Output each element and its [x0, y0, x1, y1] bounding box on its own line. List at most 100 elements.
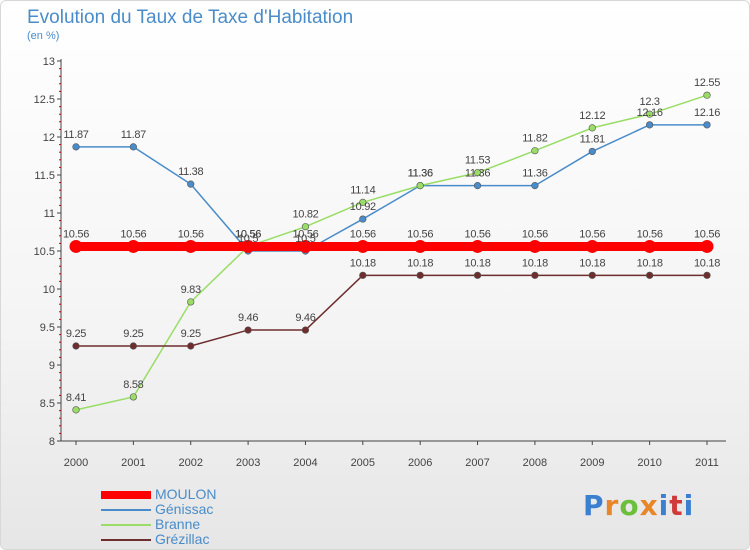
data-point-0 [413, 239, 427, 253]
data-label: 11.36 [465, 168, 490, 180]
data-label: 8.41 [66, 392, 86, 404]
data-point-3 [187, 342, 195, 350]
data-label: 10.18 [579, 257, 605, 269]
data-label: 11.38 [178, 166, 203, 178]
data-point-0 [69, 239, 83, 253]
legend-item: Branne [101, 517, 216, 532]
y-tick-label: 9.5 [40, 322, 55, 334]
x-tick-label: 2008 [523, 457, 547, 469]
data-point-3 [359, 271, 367, 279]
data-point-2 [588, 124, 596, 132]
legend-swatch [101, 523, 151, 526]
x-tick-label: 2011 [695, 457, 719, 469]
data-point-1 [72, 143, 80, 151]
data-label: 10.56 [407, 228, 433, 240]
data-label: 11.36 [408, 168, 433, 180]
data-label: 10.18 [694, 257, 720, 269]
y-tick-label: 13 [43, 56, 55, 68]
y-tick-label: 10 [43, 284, 55, 296]
data-point-2 [531, 147, 539, 155]
logo-letter: i [683, 489, 695, 522]
logo-letter: x [639, 489, 659, 522]
legend-label: Génissac [155, 501, 214, 517]
data-point-0 [471, 239, 485, 253]
data-point-1 [473, 182, 482, 190]
data-point-0 [585, 239, 599, 253]
data-point-0 [356, 239, 370, 253]
data-label: 11.53 [465, 155, 490, 167]
data-label: 10.56 [292, 228, 318, 240]
data-point-3 [129, 342, 137, 350]
data-point-3 [416, 271, 424, 279]
proxiti-logo: Proxiti [583, 489, 694, 522]
data-label: 10.5 [295, 233, 315, 245]
data-point-0 [126, 239, 140, 253]
data-point-1 [531, 182, 539, 190]
data-point-2 [72, 406, 80, 414]
data-label: 10.56 [637, 228, 663, 240]
data-point-3 [473, 271, 482, 279]
logo-letter: i [658, 489, 670, 522]
data-label: 12.16 [694, 107, 720, 119]
logo-letter: o [619, 489, 640, 522]
data-point-0 [184, 239, 198, 253]
y-tick-label: 8.5 [40, 398, 55, 410]
y-tick-label: 8 [49, 436, 55, 448]
data-point-2 [359, 198, 367, 206]
data-label: 11.14 [350, 184, 375, 196]
legend-label: Branne [155, 516, 201, 532]
data-label: 10.92 [350, 201, 376, 213]
data-label: 11.87 [63, 129, 88, 141]
x-tick-label: 2004 [293, 457, 317, 469]
data-point-1 [359, 215, 367, 223]
data-point-0 [643, 239, 657, 253]
data-point-2 [473, 169, 482, 177]
data-label: 10.56 [465, 228, 491, 240]
data-label: 10.5 [238, 233, 258, 245]
data-point-2 [416, 182, 424, 190]
data-label: 10.56 [63, 228, 89, 240]
data-label: 10.56 [235, 228, 261, 240]
y-tick-label: 10.5 [34, 246, 55, 258]
data-point-0 [528, 239, 542, 253]
x-tick-label: 2007 [465, 457, 489, 469]
data-label: 9.25 [123, 328, 143, 340]
data-point-3 [72, 342, 80, 350]
data-label: 11.82 [522, 133, 547, 145]
data-label: 10.18 [350, 257, 376, 269]
data-label: 10.56 [235, 228, 261, 240]
logo-letter: t [669, 489, 684, 522]
chart-title: Evolution du Taux de Taxe d'Habitation [27, 7, 354, 28]
series-line-3 [76, 274, 707, 347]
data-point-1 [588, 147, 596, 156]
data-label: 10.18 [407, 257, 433, 269]
logo-letter: P [583, 489, 605, 522]
data-point-1 [703, 121, 711, 129]
data-label: 12.55 [694, 77, 720, 89]
legend-label: MOULON [155, 486, 217, 502]
data-point-2 [646, 110, 654, 118]
data-point-1 [187, 180, 195, 188]
legend-swatch [101, 490, 151, 499]
data-label: 12.3 [640, 96, 660, 108]
data-point-0 [298, 239, 312, 253]
data-label: 10.18 [637, 257, 663, 269]
y-tick-label: 12 [43, 132, 55, 144]
x-tick-label: 2006 [408, 457, 432, 469]
data-label: 10.18 [465, 257, 491, 269]
x-tick-label: 2005 [351, 457, 375, 469]
data-label: 10.56 [178, 228, 204, 240]
legend-item: MOULON [101, 487, 216, 502]
y-tick-label: 12.5 [34, 94, 55, 106]
data-point-3 [646, 271, 654, 279]
legend-swatch [101, 538, 151, 541]
data-label: 12.12 [579, 110, 605, 122]
y-tick-label: 9 [49, 360, 55, 372]
legend-item: Génissac [101, 502, 216, 517]
y-tick-label: 11.5 [34, 170, 55, 182]
x-tick-label: 2010 [637, 457, 661, 469]
data-label: 11.87 [121, 129, 146, 141]
data-point-2 [187, 298, 195, 306]
